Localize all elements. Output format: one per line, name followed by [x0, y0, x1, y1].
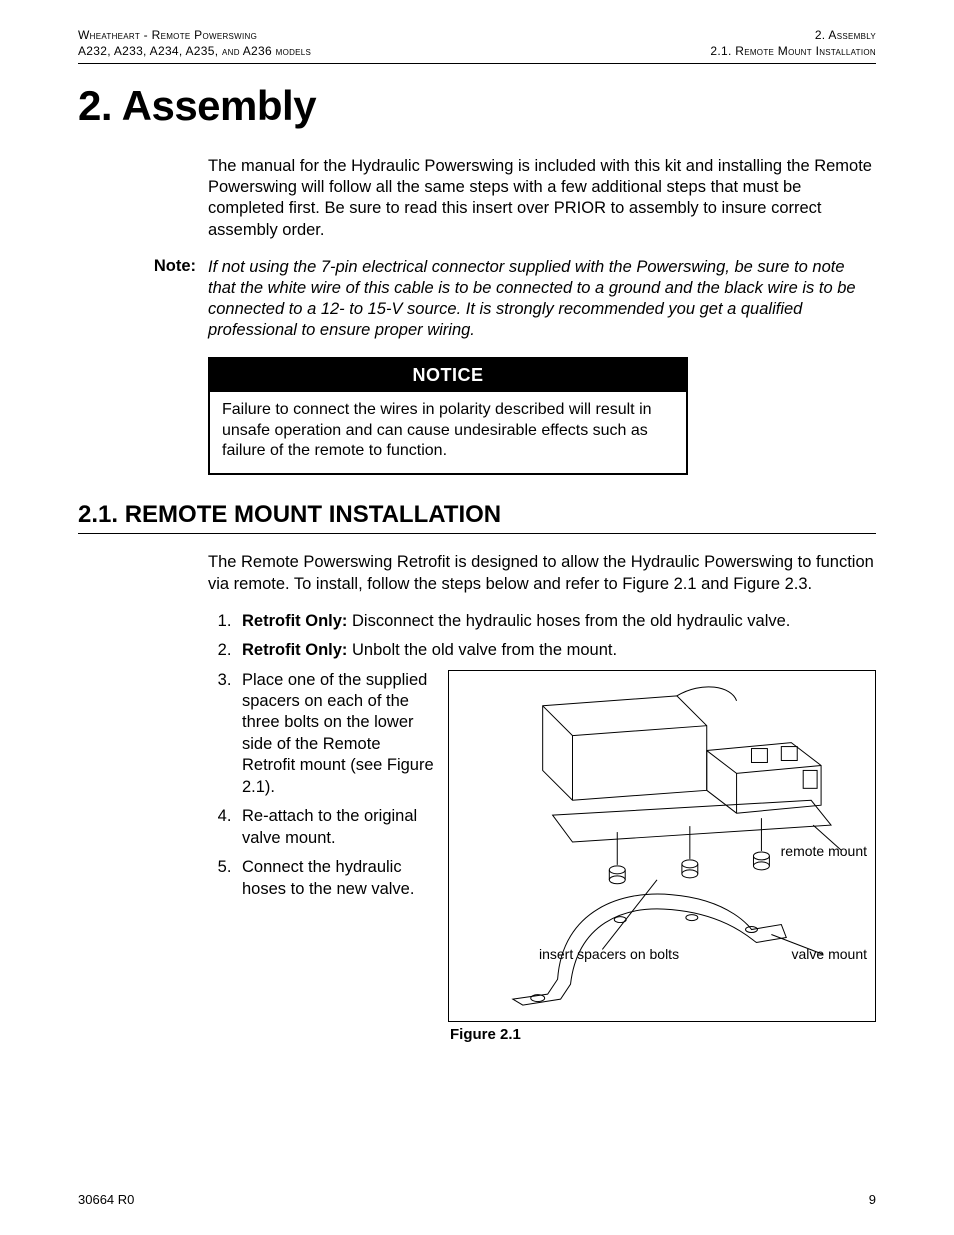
intro-paragraph: The manual for the Hydraulic Powerswing … [208, 156, 876, 240]
header-right-line2: 2.1. Remote Mount Installation [710, 44, 876, 60]
header-left: Wheatheart - Remote Powerswing A232, A23… [78, 28, 311, 59]
page-footer: 30664 R0 9 [78, 1192, 876, 1207]
step-1-prefix: Retrofit Only: [242, 612, 347, 630]
header-right: 2. Assembly 2.1. Remote Mount Installati… [710, 28, 876, 59]
footer-right: 9 [869, 1192, 876, 1207]
notice-header: NOTICE [210, 359, 686, 392]
steps-left-col: Place one of the supplied spacers on eac… [208, 670, 438, 1043]
steps-two-col: Place one of the supplied spacers on eac… [208, 670, 876, 1043]
step-1-text: Disconnect the hydraulic hoses from the … [347, 612, 790, 630]
figure-caption: Figure 2.1 [450, 1026, 876, 1043]
figure-box: insert spacers on bolts remote mount val… [448, 670, 876, 1022]
note-row: Note: If not using the 7-pin electrical … [78, 257, 876, 341]
fig-label-spacers: insert spacers on bolts [539, 946, 679, 962]
footer-left: 30664 R0 [78, 1192, 134, 1207]
page-header: Wheatheart - Remote Powerswing A232, A23… [78, 28, 876, 59]
step-4: Re-attach to the original valve mount. [236, 806, 438, 849]
note-label: Note: [78, 257, 208, 341]
notice-box: NOTICE Failure to connect the wires in p… [208, 357, 688, 475]
fig-label-valve-mount: valve mount [792, 946, 867, 962]
step-3: Place one of the supplied spacers on eac… [236, 670, 438, 799]
chapter-title: 2. Assembly [78, 82, 876, 130]
section-intro: The Remote Powerswing Retrofit is design… [208, 552, 876, 594]
section-heading: 2.1. REMOTE MOUNT INSTALLATION [78, 501, 876, 534]
fig-label-remote-mount: remote mount [781, 843, 867, 859]
step-2: Retrofit Only: Unbolt the old valve from… [236, 640, 876, 661]
figure-wrap: insert spacers on bolts remote mount val… [438, 670, 876, 1043]
step-1: Retrofit Only: Disconnect the hydraulic … [236, 611, 876, 632]
header-left-line2: A232, A233, A234, A235, and A236 models [78, 44, 311, 60]
steps-list-left: Place one of the supplied spacers on eac… [208, 670, 438, 900]
header-right-line1: 2. Assembly [710, 28, 876, 44]
header-rule [78, 63, 876, 64]
notice-body: Failure to connect the wires in polarity… [210, 392, 686, 473]
step-5: Connect the hydraulic hoses to the new v… [236, 857, 438, 900]
step-2-text: Unbolt the old valve from the mount. [347, 641, 617, 659]
step-2-prefix: Retrofit Only: [242, 641, 347, 659]
note-text: If not using the 7-pin electrical connec… [208, 257, 876, 341]
header-left-line1: Wheatheart - Remote Powerswing [78, 28, 311, 44]
steps-list-top: Retrofit Only: Disconnect the hydraulic … [208, 611, 876, 662]
